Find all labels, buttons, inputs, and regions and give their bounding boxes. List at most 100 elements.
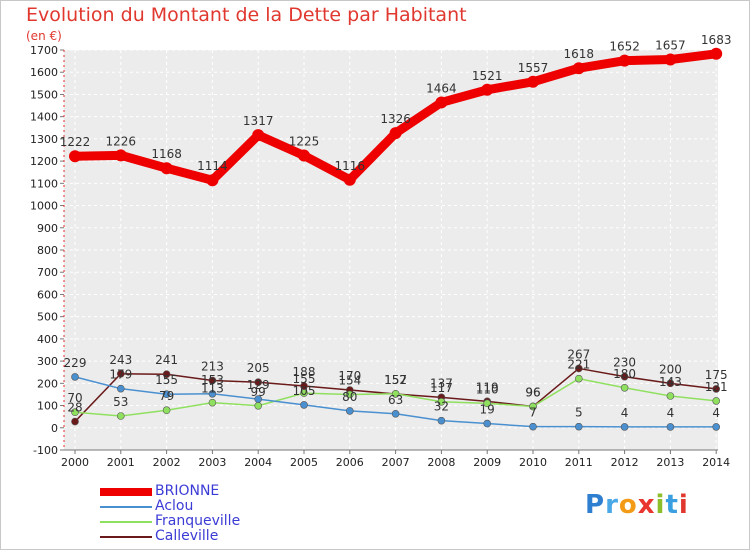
y-tick-label: 1100 xyxy=(30,177,58,190)
data-label-calleville: 152 xyxy=(384,373,407,387)
data-label-calleville: 170 xyxy=(338,369,361,383)
data-point-calleville xyxy=(162,370,171,379)
data-label-franqueville: 113 xyxy=(201,382,224,396)
data-point-franqueville xyxy=(162,406,171,415)
data-point-calleville xyxy=(208,376,217,385)
data-point-brionne xyxy=(114,149,127,162)
y-tick-label: 0 xyxy=(51,422,58,435)
data-label-brionne: 1657 xyxy=(655,39,686,53)
y-tick-label: 1400 xyxy=(30,111,58,124)
x-tick-label: 2012 xyxy=(611,456,639,469)
chart-title: Evolution du Montant de la Dette par Hab… xyxy=(26,4,467,26)
data-label-calleville: 119 xyxy=(476,380,499,394)
data-label-calleville: 28 xyxy=(67,401,82,415)
data-label-aclou: 4 xyxy=(667,406,675,420)
data-point-aclou xyxy=(208,389,217,398)
data-point-aclou xyxy=(437,416,446,425)
data-label-calleville: 175 xyxy=(705,368,728,382)
data-label-franqueville: 221 xyxy=(567,358,590,372)
data-label-calleville: 137 xyxy=(430,376,453,390)
data-label-aclou: 32 xyxy=(434,400,449,414)
legend-label-brionne: BRIONNE xyxy=(155,483,220,499)
legend-swatch-aclou xyxy=(100,505,152,508)
x-tick-label: 2010 xyxy=(519,456,547,469)
data-label-aclou: 4 xyxy=(712,406,720,420)
x-tick-label: 2005 xyxy=(290,456,318,469)
data-label-franqueville: 70 xyxy=(67,391,82,405)
data-point-aclou xyxy=(529,422,537,431)
data-label-brionne: 1557 xyxy=(518,61,549,75)
data-label-aclou: 19 xyxy=(480,403,495,417)
legend-item-brionne: BRIONNE xyxy=(100,484,240,499)
data-point-calleville xyxy=(71,417,79,426)
data-point-aclou xyxy=(620,423,629,431)
y-tick-label: 1000 xyxy=(30,200,58,213)
y-tick-label: 600 xyxy=(37,288,58,301)
data-point-calleville xyxy=(574,364,583,373)
data-label-aclou: 4 xyxy=(621,406,629,420)
legend-label-calleville: Calleville xyxy=(155,528,219,544)
x-tick-label: 2008 xyxy=(427,456,455,469)
data-point-aclou xyxy=(300,401,308,409)
data-point-franqueville xyxy=(483,399,492,408)
legend-swatch-calleville xyxy=(100,535,152,538)
data-label-franqueville: 154 xyxy=(338,373,361,387)
data-label-franqueville: 143 xyxy=(659,375,682,389)
y-tick-label: 1200 xyxy=(30,155,58,168)
data-point-brionne xyxy=(710,47,723,60)
legend-item-calleville: Calleville xyxy=(100,529,240,544)
legend: BRIONNE Aclou Franqueville Calleville xyxy=(100,484,240,544)
data-label-brionne: 1317 xyxy=(243,114,274,128)
x-tick-label: 2002 xyxy=(153,456,181,469)
data-label-calleville: 267 xyxy=(567,347,590,361)
data-point-brionne xyxy=(343,173,356,186)
data-label-calleville: 213 xyxy=(201,359,224,373)
x-tick-label: 2000 xyxy=(61,456,89,469)
legend-swatch-franqueville xyxy=(100,520,152,523)
data-point-brionne xyxy=(618,54,631,67)
data-point-franqueville xyxy=(345,390,354,399)
y-tick-label: 400 xyxy=(37,333,58,346)
data-point-franqueville xyxy=(529,402,537,411)
data-point-brionne xyxy=(572,62,585,75)
x-tick-label: 2001 xyxy=(107,456,135,469)
x-tick-label: 2011 xyxy=(565,456,593,469)
data-point-brionne xyxy=(160,162,173,175)
data-point-aclou xyxy=(666,423,675,431)
data-point-calleville xyxy=(117,369,125,378)
x-tick-label: 2014 xyxy=(702,456,730,469)
data-point-brionne xyxy=(481,83,494,96)
y-tick-label: 1600 xyxy=(30,66,58,79)
data-label-aclou: 5 xyxy=(575,406,583,420)
data-label-brionne: 1222 xyxy=(60,135,91,149)
data-label-calleville: 243 xyxy=(109,353,132,367)
data-label-franqueville: 117 xyxy=(430,381,453,395)
data-point-franqueville xyxy=(574,374,583,383)
data-label-aclou: 129 xyxy=(247,378,270,392)
data-point-calleville xyxy=(620,372,629,381)
x-tick-label: 2009 xyxy=(473,456,501,469)
data-label-franqueville: 180 xyxy=(613,367,636,381)
data-point-brionne xyxy=(69,150,81,163)
data-label-franqueville: 53 xyxy=(113,395,128,409)
data-point-franqueville xyxy=(117,412,125,420)
data-point-franqueville xyxy=(208,398,217,407)
y-tick-label: 200 xyxy=(37,377,58,390)
y-tick-label: 100 xyxy=(37,400,58,413)
data-label-aclou: 105 xyxy=(293,384,316,398)
data-label-brionne: 1464 xyxy=(426,81,457,95)
data-label-brionne: 1683 xyxy=(701,33,732,47)
chart-subtitle: (en €) xyxy=(26,29,62,43)
data-point-aclou xyxy=(574,422,583,431)
data-label-aclou: 229 xyxy=(64,356,87,370)
data-point-franqueville xyxy=(391,389,400,398)
x-tick-label: 2003 xyxy=(198,456,226,469)
data-point-franqueville xyxy=(620,383,629,392)
data-label-calleville: 96 xyxy=(525,385,540,399)
data-point-aclou xyxy=(345,407,354,415)
data-label-aclou: 7 xyxy=(529,406,537,420)
y-tick-label: 1500 xyxy=(30,88,58,101)
data-point-aclou xyxy=(162,390,171,399)
x-tick-label: 2007 xyxy=(382,456,410,469)
